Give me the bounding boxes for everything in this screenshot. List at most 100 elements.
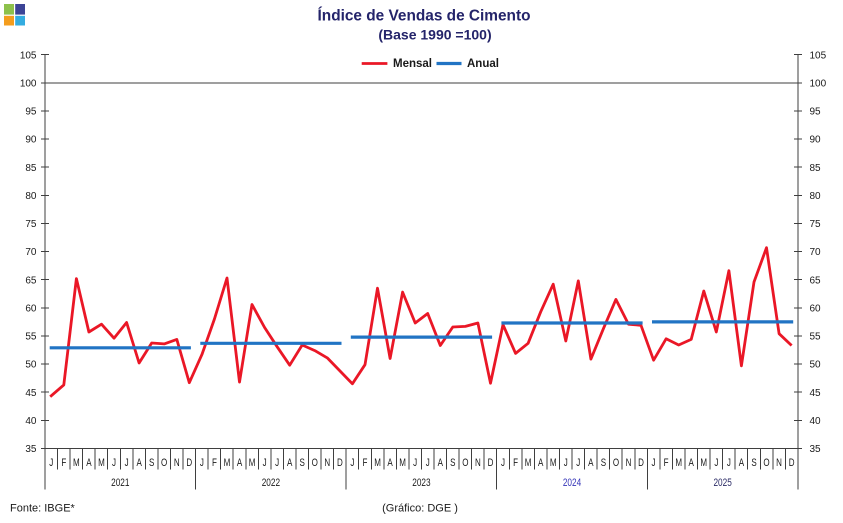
svg-text:75: 75 bbox=[25, 219, 37, 230]
svg-text:2022: 2022 bbox=[262, 477, 280, 489]
svg-text:J: J bbox=[350, 457, 354, 470]
svg-text:D: D bbox=[488, 457, 494, 470]
svg-text:F: F bbox=[513, 457, 518, 470]
svg-text:85: 85 bbox=[810, 163, 822, 174]
svg-text:100: 100 bbox=[20, 78, 37, 89]
svg-text:J: J bbox=[564, 457, 568, 470]
svg-text:J: J bbox=[714, 457, 718, 470]
svg-text:J: J bbox=[727, 457, 731, 470]
svg-text:M: M bbox=[73, 457, 80, 470]
svg-text:S: S bbox=[751, 457, 756, 470]
svg-text:S: S bbox=[601, 457, 606, 470]
svg-text:F: F bbox=[212, 457, 217, 470]
svg-text:A: A bbox=[739, 457, 745, 470]
svg-text:J: J bbox=[112, 457, 116, 470]
svg-text:95: 95 bbox=[810, 107, 822, 118]
svg-text:A: A bbox=[588, 457, 594, 470]
svg-text:M: M bbox=[525, 457, 532, 470]
svg-text:60: 60 bbox=[810, 304, 822, 315]
svg-text:60: 60 bbox=[25, 304, 37, 315]
svg-text:A: A bbox=[237, 457, 243, 470]
svg-text:40: 40 bbox=[25, 416, 37, 427]
svg-text:J: J bbox=[413, 457, 417, 470]
svg-text:2023: 2023 bbox=[412, 477, 430, 489]
svg-text:J: J bbox=[125, 457, 129, 470]
svg-text:A: A bbox=[86, 457, 92, 470]
svg-text:M: M bbox=[224, 457, 231, 470]
svg-text:35: 35 bbox=[25, 444, 37, 455]
svg-text:N: N bbox=[626, 457, 632, 470]
svg-text:45: 45 bbox=[25, 388, 37, 399]
svg-text:M: M bbox=[374, 457, 381, 470]
svg-text:Índice de Vendas de Cimento: Índice de Vendas de Cimento bbox=[318, 8, 531, 25]
svg-text:(Gráfico: DGE ): (Gráfico: DGE ) bbox=[382, 503, 458, 515]
svg-text:80: 80 bbox=[810, 191, 822, 202]
svg-text:A: A bbox=[689, 457, 695, 470]
svg-text:O: O bbox=[312, 457, 319, 470]
svg-text:J: J bbox=[652, 457, 656, 470]
svg-text:65: 65 bbox=[810, 275, 822, 286]
svg-text:100: 100 bbox=[810, 78, 827, 89]
svg-text:J: J bbox=[576, 457, 580, 470]
svg-text:A: A bbox=[538, 457, 544, 470]
svg-text:S: S bbox=[300, 457, 305, 470]
svg-text:J: J bbox=[275, 457, 279, 470]
svg-text:90: 90 bbox=[810, 135, 822, 146]
svg-text:55: 55 bbox=[25, 332, 37, 343]
svg-text:50: 50 bbox=[810, 360, 822, 371]
svg-text:105: 105 bbox=[810, 50, 827, 61]
svg-text:D: D bbox=[186, 457, 192, 470]
svg-text:55: 55 bbox=[810, 332, 822, 343]
svg-text:35: 35 bbox=[810, 444, 822, 455]
svg-text:Mensal: Mensal bbox=[393, 58, 432, 70]
svg-text:2024: 2024 bbox=[563, 477, 582, 489]
svg-text:80: 80 bbox=[25, 191, 37, 202]
svg-text:A: A bbox=[438, 457, 444, 470]
svg-text:O: O bbox=[763, 457, 770, 470]
svg-text:M: M bbox=[675, 457, 682, 470]
svg-text:M: M bbox=[98, 457, 105, 470]
svg-text:J: J bbox=[501, 457, 505, 470]
svg-text:85: 85 bbox=[25, 163, 37, 174]
svg-text:40: 40 bbox=[810, 416, 822, 427]
svg-text:70: 70 bbox=[810, 247, 822, 258]
svg-text:Fonte: IBGE*: Fonte: IBGE* bbox=[10, 503, 76, 515]
svg-text:(Base 1990 =100): (Base 1990 =100) bbox=[378, 27, 491, 43]
svg-text:M: M bbox=[700, 457, 707, 470]
svg-text:O: O bbox=[462, 457, 469, 470]
svg-text:65: 65 bbox=[25, 275, 37, 286]
svg-text:A: A bbox=[387, 457, 393, 470]
svg-text:A: A bbox=[287, 457, 293, 470]
svg-text:N: N bbox=[174, 457, 180, 470]
svg-text:O: O bbox=[613, 457, 620, 470]
svg-text:2025: 2025 bbox=[713, 477, 731, 489]
svg-text:J: J bbox=[426, 457, 430, 470]
svg-text:N: N bbox=[776, 457, 782, 470]
svg-text:J: J bbox=[200, 457, 204, 470]
svg-text:75: 75 bbox=[810, 219, 822, 230]
svg-text:D: D bbox=[789, 457, 795, 470]
svg-text:S: S bbox=[149, 457, 154, 470]
svg-text:F: F bbox=[664, 457, 669, 470]
svg-text:D: D bbox=[337, 457, 343, 470]
svg-text:70: 70 bbox=[25, 247, 37, 258]
svg-text:M: M bbox=[399, 457, 406, 470]
svg-text:50: 50 bbox=[25, 360, 37, 371]
svg-text:90: 90 bbox=[25, 135, 37, 146]
svg-text:F: F bbox=[363, 457, 368, 470]
svg-text:S: S bbox=[450, 457, 455, 470]
svg-text:A: A bbox=[136, 457, 142, 470]
svg-text:105: 105 bbox=[20, 50, 37, 61]
svg-text:O: O bbox=[161, 457, 168, 470]
svg-text:N: N bbox=[475, 457, 481, 470]
svg-text:J: J bbox=[263, 457, 267, 470]
svg-text:M: M bbox=[249, 457, 256, 470]
svg-text:M: M bbox=[550, 457, 557, 470]
svg-text:J: J bbox=[49, 457, 53, 470]
svg-text:F: F bbox=[61, 457, 66, 470]
svg-text:95: 95 bbox=[25, 107, 37, 118]
svg-text:D: D bbox=[638, 457, 644, 470]
svg-text:N: N bbox=[324, 457, 330, 470]
svg-text:Anual: Anual bbox=[467, 58, 499, 70]
svg-text:2021: 2021 bbox=[111, 477, 129, 489]
